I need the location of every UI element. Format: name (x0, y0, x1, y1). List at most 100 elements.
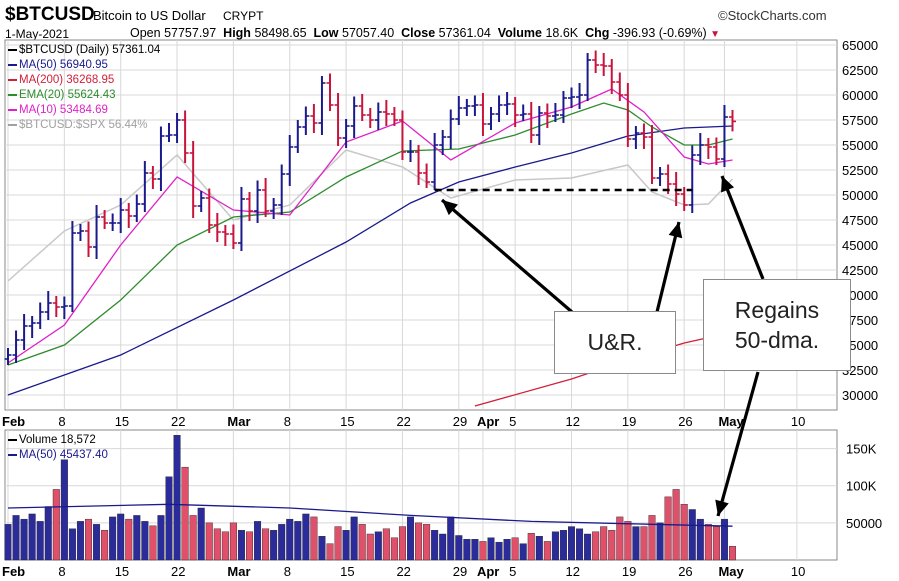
price-legend-swatch (8, 123, 17, 126)
price-bar (358, 94, 366, 121)
price-bar (334, 93, 342, 146)
instrument-name: Bitcoin to US Dollar (93, 8, 206, 23)
close-label: Close (401, 26, 436, 40)
volume-bar (431, 530, 439, 561)
volume-bar (519, 543, 527, 561)
price-bar (415, 145, 423, 185)
price-bar (527, 102, 535, 143)
volume-ma50-line (7, 503, 733, 527)
price-bar (342, 119, 350, 148)
arrow-to-support (440, 198, 574, 314)
price-bar (197, 191, 205, 212)
price-bar (173, 113, 181, 143)
price-tick-label: 55000 (842, 138, 878, 153)
price-bar (270, 198, 278, 219)
arrow-to-volume (715, 371, 760, 517)
volume-bar (318, 536, 326, 561)
volume-bar (12, 515, 20, 561)
price-bar (157, 126, 165, 191)
x-tick-label: 19 (622, 414, 636, 429)
volume-bar (237, 530, 245, 561)
price-bar (511, 97, 519, 127)
price-legend-entry: EMA(20) 55624.43 (8, 88, 160, 103)
volume-bar (487, 537, 495, 561)
price-bar (85, 221, 92, 257)
price-legend-entry: $BTCUSD:$SPX 56.44% (8, 118, 160, 133)
price-tick-label: 60000 (842, 88, 878, 103)
price-tick-label: 62500 (842, 63, 878, 78)
ma10-line (7, 88, 733, 364)
volume-bar (133, 515, 141, 561)
price-bar (584, 53, 592, 101)
price-legend-text: $BTCUSD (Daily) 57361.04 (19, 44, 161, 56)
volume-bar (60, 459, 68, 561)
volume-bar (294, 521, 302, 561)
price-tick-label: 32500 (842, 363, 878, 378)
volume-bar (439, 533, 447, 561)
volume-bar (157, 515, 165, 561)
chart-date: 1-May-2021 (5, 27, 70, 41)
volume-bar (197, 507, 205, 561)
price-legend-entry: MA(50) 56940.95 (8, 58, 160, 73)
volume-bar (366, 533, 374, 561)
volume-bar (286, 518, 294, 561)
volume-bar (270, 530, 278, 561)
price-bar (254, 180, 262, 223)
volume-bar (109, 516, 117, 561)
volume-bar (262, 528, 270, 561)
volume-bar (568, 526, 576, 561)
price-bar (720, 105, 728, 167)
volume-bar (374, 531, 382, 561)
open-label: Open (130, 26, 161, 40)
volume-bar (20, 518, 28, 561)
volume-bar (616, 516, 624, 561)
price-bar (696, 133, 704, 165)
price-bar (52, 296, 60, 317)
volume-bar (664, 496, 672, 561)
x-tick-label: 12 (566, 564, 580, 579)
volume-bar (342, 530, 350, 561)
x-tick-label: Mar (227, 564, 250, 579)
price-bar (648, 125, 656, 184)
volume-bar (382, 528, 390, 561)
high-value: 58498.65 (254, 26, 307, 40)
price-tick-label: 45000 (842, 238, 878, 253)
x-tick-label: 15 (115, 414, 129, 429)
price-bar (592, 50, 600, 73)
ur-callout: U&R. (554, 311, 676, 374)
x-tick-label: 10 (791, 414, 805, 429)
x-tick-label: 5 (509, 564, 516, 579)
volume-bar (205, 522, 213, 561)
price-bar (213, 213, 221, 242)
volume-bar (141, 521, 149, 561)
price-tick-label: 47500 (842, 213, 878, 228)
volume-legend: Volume 18,572 MA(50) 45437.40 (8, 433, 108, 463)
price-tick-label: 30000 (842, 388, 878, 403)
arrow-to-volume-shaft (716, 371, 760, 517)
x-tick-label: 26 (678, 564, 692, 579)
price-bar (294, 120, 302, 153)
x-tick-label: 12 (566, 414, 580, 429)
price-bar (535, 106, 543, 145)
price-bar (576, 83, 584, 109)
volume-bar (696, 518, 704, 561)
volume-tick-label: 150K (846, 442, 877, 457)
volume-bar (181, 466, 189, 561)
volume-bar (52, 489, 60, 561)
ma50-line (7, 125, 733, 396)
x-tick-label: Mar (227, 414, 250, 429)
price-bar (712, 137, 720, 165)
volume-tick-label: 50000 (846, 516, 882, 531)
volume-bar (229, 522, 237, 561)
price-bar (366, 108, 374, 128)
volume-legend-entry: Volume 18,572 (8, 433, 108, 448)
price-tick-label: 35000 (842, 338, 878, 353)
volume-bar (350, 516, 358, 561)
price-legend-text: $BTCUSD:$SPX 56.44% (19, 119, 148, 131)
price-bar (125, 203, 133, 228)
price-bar (439, 130, 447, 155)
x-tick-label: 22 (396, 564, 410, 579)
arrow-to-low (655, 221, 683, 313)
price-bar (60, 296, 68, 319)
